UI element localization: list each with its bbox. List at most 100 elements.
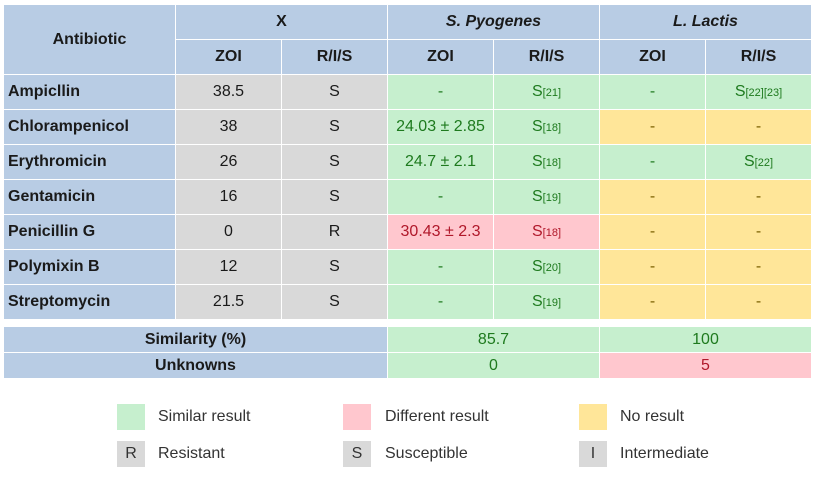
sp-ris-value: S <box>531 258 543 275</box>
sp-ris-reference: [19] <box>542 192 562 204</box>
antibiotic-name: Streptomycin <box>3 284 176 320</box>
legend-different-label: Different result <box>385 408 489 425</box>
ll-zoi-cell: - <box>599 284 706 320</box>
similarity-ll-value: 100 <box>599 326 812 353</box>
sp-zoi-cell: - <box>387 284 494 320</box>
group-header-l-lactis: L. Lactis <box>599 4 812 40</box>
ll-zoi-cell: - <box>599 109 706 145</box>
x-ris-cell: R <box>281 214 388 250</box>
sp-ris-reference: [19] <box>542 297 562 309</box>
sp-zoi-cell: 24.7 ± 2.1 <box>387 144 494 180</box>
ll-ris-value: S <box>734 83 746 100</box>
ll-zoi-cell: - <box>599 144 706 180</box>
legend-i-symbol: I <box>579 441 607 467</box>
x-ris-header: R/I/S <box>281 39 388 75</box>
sp-ris-value: S <box>531 118 543 135</box>
ll-ris-cell: - <box>705 179 812 215</box>
ll-ris-cell: - <box>705 214 812 250</box>
sp-ris-cell: S[19] <box>493 179 600 215</box>
ll-ris-cell: - <box>705 249 812 285</box>
antibiotic-header: Antibiotic <box>3 4 176 75</box>
ll-ris-value: - <box>755 223 762 240</box>
group-header-l-lactis-label: L. Lactis <box>673 13 738 30</box>
x-ris-cell: S <box>281 144 388 180</box>
sp-ris-value: S <box>531 188 543 205</box>
unknowns-sp-value: 0 <box>387 352 600 379</box>
sp-ris-cell: S[18] <box>493 144 600 180</box>
antibiotic-name: Penicillin G <box>3 214 176 250</box>
group-header-s-pyogenes: S. Pyogenes <box>387 4 600 40</box>
sp-zoi-cell: 30.43 ± 2.3 <box>387 214 494 250</box>
x-zoi-header: ZOI <box>175 39 282 75</box>
ll-zoi-cell: - <box>599 179 706 215</box>
ll-ris-value: - <box>755 293 762 310</box>
x-zoi-cell: 21.5 <box>175 284 282 320</box>
ll-ris-cell: - <box>705 284 812 320</box>
sp-ris-cell: S[18] <box>493 109 600 145</box>
ll-ris-value: S <box>743 153 755 170</box>
antibiotic-name: Ampicllin <box>3 74 176 110</box>
x-ris-cell: S <box>281 74 388 110</box>
table-row: Chlorampenicol 38 S 24.03 ± 2.85 S[18] - - <box>3 109 812 145</box>
x-zoi-cell: 26 <box>175 144 282 180</box>
x-zoi-cell: 38.5 <box>175 74 282 110</box>
unknowns-label: Unknowns <box>3 352 388 379</box>
antibiotic-name: Chlorampenicol <box>3 109 176 145</box>
sp-ris-value: S <box>531 153 543 170</box>
sp-zoi-header: ZOI <box>387 39 494 75</box>
sp-ris-cell: S[20] <box>493 249 600 285</box>
antibiotic-table: Antibiotic X S. Pyogenes L. Lactis ZOI R… <box>3 4 812 379</box>
x-zoi-cell: 38 <box>175 109 282 145</box>
ll-ris-cell: S[22] <box>705 144 812 180</box>
table-row: Streptomycin 21.5 S - S[19] - - <box>3 284 812 320</box>
legend-no-result-label: No result <box>620 408 685 425</box>
x-zoi-cell: 16 <box>175 179 282 215</box>
x-zoi-cell: 12 <box>175 249 282 285</box>
sp-ris-value: S <box>531 293 543 310</box>
legend-r-symbol: R <box>117 441 145 467</box>
sp-zoi-cell: - <box>387 74 494 110</box>
ll-zoi-cell: - <box>599 74 706 110</box>
sp-ris-reference: [21] <box>542 87 562 99</box>
table-gap-cell <box>3 319 812 327</box>
ll-ris-value: - <box>755 188 762 205</box>
ll-ris-header: R/I/S <box>705 39 812 75</box>
ll-ris-cell: S[22][23] <box>705 74 812 110</box>
antibiotic-name: Polymixin B <box>3 249 176 285</box>
sp-zoi-cell: - <box>387 249 494 285</box>
x-ris-cell: S <box>281 109 388 145</box>
antibiotic-name: Gentamicin <box>3 179 176 215</box>
ll-zoi-cell: - <box>599 249 706 285</box>
legend-intermediate-label: Intermediate <box>620 445 709 462</box>
table-gap <box>3 319 812 327</box>
ll-ris-cell: - <box>705 109 812 145</box>
sp-ris-cell: S[19] <box>493 284 600 320</box>
ll-zoi-header: ZOI <box>599 39 706 75</box>
legend-susceptible-label: Susceptible <box>385 445 468 462</box>
legend-resistant-label: Resistant <box>158 445 225 462</box>
sp-ris-value: S <box>531 223 543 240</box>
legend-similar-swatch <box>117 404 145 430</box>
sp-ris-header: R/I/S <box>493 39 600 75</box>
group-header-s-pyogenes-label: S. Pyogenes <box>445 13 542 30</box>
x-ris-cell: S <box>281 179 388 215</box>
legend-different-swatch <box>343 404 371 430</box>
table-row: Erythromicin 26 S 24.7 ± 2.1 S[18] - S[22] <box>3 144 812 180</box>
antibiotic-name: Erythromicin <box>3 144 176 180</box>
x-ris-cell: S <box>281 249 388 285</box>
table-row: Polymixin B 12 S - S[20] - - <box>3 249 812 285</box>
legend-similar-label: Similar result <box>158 408 251 425</box>
sp-ris-reference: [18] <box>542 227 562 239</box>
ll-ris-reference: [22][23] <box>745 87 783 99</box>
sp-ris-reference: [18] <box>542 157 562 169</box>
ll-ris-reference: [22] <box>754 157 774 169</box>
similarity-sp-value: 85.7 <box>387 326 600 353</box>
x-zoi-cell: 0 <box>175 214 282 250</box>
x-ris-cell: S <box>281 284 388 320</box>
ll-zoi-cell: - <box>599 214 706 250</box>
sp-ris-value: S <box>531 83 543 100</box>
summary-row: Unknowns 0 5 <box>3 352 812 379</box>
legend-s-symbol: S <box>343 441 371 467</box>
sp-ris-reference: [20] <box>542 262 562 274</box>
legend-no-result-swatch <box>579 404 607 430</box>
